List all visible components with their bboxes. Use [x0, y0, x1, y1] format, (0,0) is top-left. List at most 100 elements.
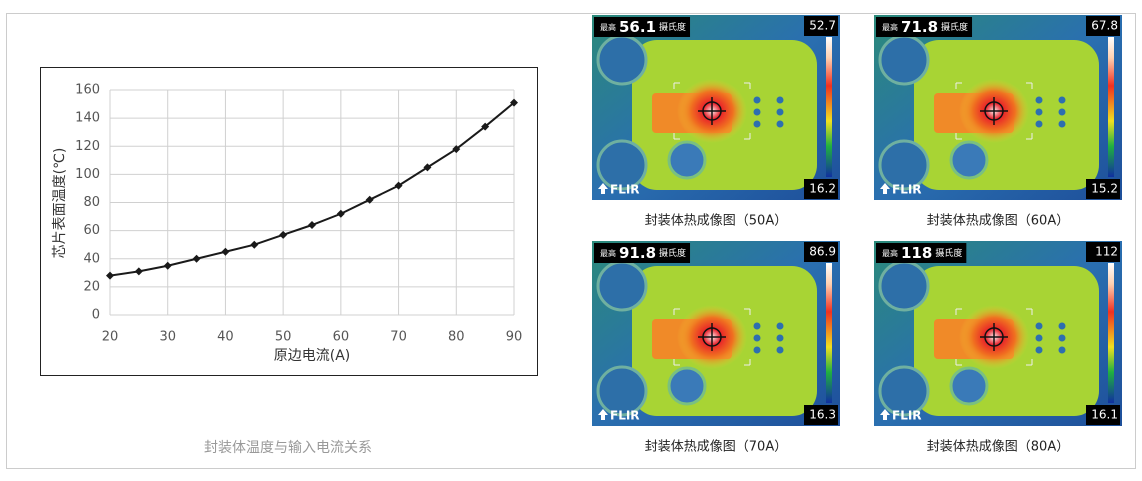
cap-left [878, 139, 930, 191]
via [776, 108, 784, 116]
unit: 摄氏度 [941, 21, 968, 33]
scale-min-bg [804, 179, 838, 199]
via [753, 96, 761, 104]
x-tick-label: 60 [333, 330, 350, 345]
max-value: 91.8 [619, 244, 656, 262]
data-point [452, 145, 461, 154]
x-axis-label: 原边电流(A) [274, 348, 351, 364]
via [776, 346, 784, 354]
via [753, 322, 761, 330]
thermal-image: 最高 71.8 摄氏度 67.8 15.2 FLIR [874, 15, 1122, 200]
data-point [308, 221, 316, 229]
chart-caption: 封装体温度与输入电流关系 [204, 440, 372, 456]
scale-min: 16.1 [1091, 408, 1118, 422]
y-tick-label: 140 [75, 111, 100, 126]
crosshair [980, 97, 1008, 125]
y-tick-label: 80 [83, 195, 100, 210]
via [1058, 346, 1066, 354]
data-point [481, 122, 490, 131]
cap-left [878, 260, 930, 312]
crosshair [698, 97, 726, 125]
readout-bg [876, 17, 973, 37]
x-tick-label: 20 [102, 330, 119, 345]
data-point [192, 254, 201, 263]
cap-left [667, 366, 707, 406]
data-point [365, 195, 374, 204]
scale-min: 15.2 [1091, 182, 1118, 196]
brand-logo [598, 409, 608, 420]
x-tick-label: 40 [217, 330, 234, 345]
scale-max-bg [804, 242, 838, 262]
max-label: 最高 [600, 22, 616, 32]
crosshair [698, 323, 726, 351]
via [753, 108, 761, 116]
cap-left [596, 260, 648, 312]
max-label: 最高 [882, 22, 898, 32]
via [1058, 322, 1066, 330]
data-point [134, 267, 143, 276]
frame-corners [673, 308, 751, 366]
image-caption: 封装体热成像图（50A） [645, 214, 787, 229]
via [1035, 108, 1043, 116]
readout: 最高 91.8 摄氏度 [600, 244, 686, 262]
readout-bg [594, 17, 691, 37]
scale-max: 86.9 [809, 245, 836, 259]
max-label: 最高 [882, 248, 898, 258]
data-point [106, 271, 114, 280]
data-point [250, 240, 259, 249]
scale-max: 52.7 [809, 19, 836, 33]
frame [6, 13, 1136, 469]
max-value: 56.1 [619, 18, 656, 36]
data-point [510, 98, 518, 107]
scale-min-bg [804, 405, 838, 425]
via [776, 120, 784, 128]
scale-max: 67.8 [1091, 19, 1118, 33]
frame-corners [955, 82, 1033, 140]
unit: 摄氏度 [659, 21, 686, 33]
via [1035, 120, 1043, 128]
cap-left [949, 140, 989, 180]
via [1035, 96, 1043, 104]
data-point [336, 209, 345, 218]
via [776, 322, 784, 330]
cap-left [878, 365, 930, 417]
readout-bg [876, 243, 967, 263]
brand-logo [598, 183, 608, 194]
image-caption: 封装体热成像图（80A） [927, 440, 1069, 455]
y-tick-label: 100 [75, 167, 100, 182]
color-bar [826, 37, 832, 177]
color-bar [1108, 37, 1114, 177]
readout: 最高 56.1 摄氏度 [600, 18, 686, 36]
readout-bg [594, 243, 691, 263]
brand: FLIR [892, 409, 922, 423]
via [1058, 108, 1066, 116]
y-tick-label: 20 [83, 279, 100, 294]
via [753, 334, 761, 342]
cap-left [596, 365, 648, 417]
brand: FLIR [892, 183, 922, 197]
x-tick-label: 90 [506, 330, 523, 345]
scale-min: 16.2 [809, 182, 836, 196]
chart-box [40, 67, 538, 376]
unit: 摄氏度 [935, 247, 962, 259]
color-bar [826, 263, 832, 403]
image-caption: 封装体热成像图（60A） [927, 214, 1069, 229]
frame-corners [673, 82, 751, 140]
unit: 摄氏度 [659, 247, 686, 259]
max-value: 71.8 [901, 18, 938, 36]
via [1035, 322, 1043, 330]
via [776, 334, 784, 342]
via [1035, 334, 1043, 342]
y-tick-label: 160 [75, 83, 100, 98]
cap-left [596, 34, 648, 86]
cap-left [667, 140, 707, 180]
data-point [221, 247, 230, 256]
crosshair [980, 323, 1008, 351]
via [1058, 334, 1066, 342]
cap-left [596, 139, 648, 191]
y-axis-label: 芯片表面温度(℃) [52, 148, 68, 259]
x-tick-label: 50 [275, 330, 292, 345]
scale-max: 112 [1095, 245, 1118, 259]
